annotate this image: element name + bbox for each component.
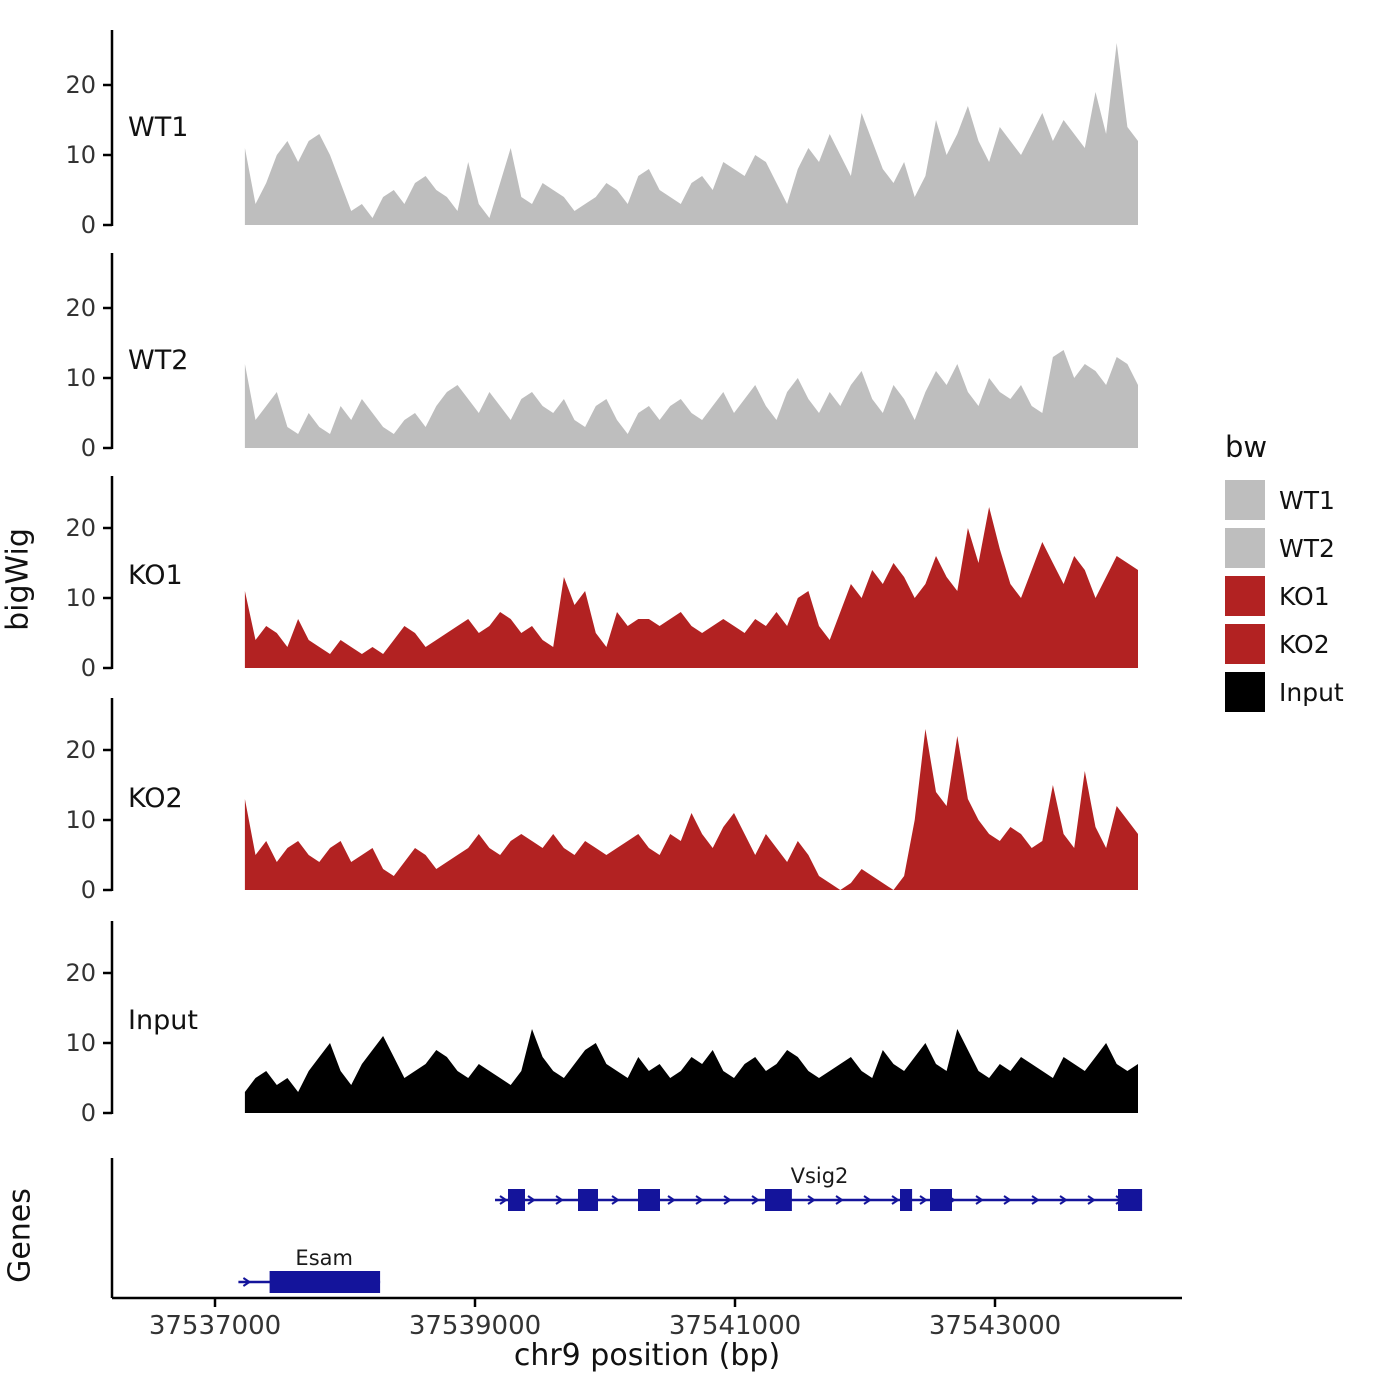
legend-label-wt2: WT2 [1279, 533, 1335, 563]
genes-axis-title: Genes [2, 1188, 38, 1283]
track-label-ko2: KO2 [128, 783, 183, 814]
svg-text:37537000: 37537000 [149, 1311, 281, 1341]
svg-text:20: 20 [65, 736, 96, 764]
legend-swatch-input [1225, 672, 1265, 712]
svg-text:10: 10 [65, 364, 96, 392]
legend-item-input: Input [1225, 672, 1344, 712]
svg-text:Esam: Esam [295, 1246, 353, 1270]
svg-text:20: 20 [65, 71, 96, 99]
legend-swatch-ko2 [1225, 624, 1265, 664]
svg-text:10: 10 [65, 584, 96, 612]
svg-text:Vsig2: Vsig2 [791, 1164, 849, 1188]
svg-text:10: 10 [65, 141, 96, 169]
svg-text:0: 0 [81, 1099, 96, 1127]
legend-swatch-ko1 [1225, 576, 1265, 616]
legend-swatch-wt1 [1225, 480, 1265, 520]
legend-label-ko1: KO1 [1279, 581, 1330, 611]
legend-swatch-wt2 [1225, 528, 1265, 568]
svg-text:0: 0 [81, 211, 96, 239]
legend: bw WT1 WT2 KO1 KO2 Input [1225, 430, 1344, 720]
svg-text:10: 10 [65, 806, 96, 834]
svg-text:20: 20 [65, 959, 96, 987]
svg-text:10: 10 [65, 1029, 96, 1057]
legend-title: bw [1225, 430, 1268, 464]
x-axis-title: chr9 position (bp) [513, 1338, 781, 1373]
svg-text:37541000: 37541000 [669, 1311, 801, 1341]
legend-label-wt1: WT1 [1279, 485, 1335, 515]
track-label-wt2: WT2 [128, 345, 189, 376]
legend-label-ko2: KO2 [1279, 629, 1330, 659]
svg-text:20: 20 [65, 514, 96, 542]
svg-text:37539000: 37539000 [409, 1311, 541, 1341]
track-label-ko1: KO1 [128, 560, 183, 591]
legend-label-input: Input [1279, 677, 1344, 707]
track-label-wt1: WT1 [128, 112, 189, 143]
track-label-input: Input [128, 1005, 198, 1036]
svg-text:0: 0 [81, 876, 96, 904]
svg-text:0: 0 [81, 434, 96, 462]
svg-text:20: 20 [65, 294, 96, 322]
legend-item-ko1: KO1 [1225, 576, 1344, 616]
y-axis-title: bigWig [0, 528, 36, 631]
legend-item-ko2: KO2 [1225, 624, 1344, 664]
svg-text:0: 0 [81, 654, 96, 682]
legend-item-wt1: WT1 [1225, 480, 1344, 520]
svg-text:37543000: 37543000 [929, 1311, 1061, 1341]
legend-item-wt2: WT2 [1225, 528, 1344, 568]
